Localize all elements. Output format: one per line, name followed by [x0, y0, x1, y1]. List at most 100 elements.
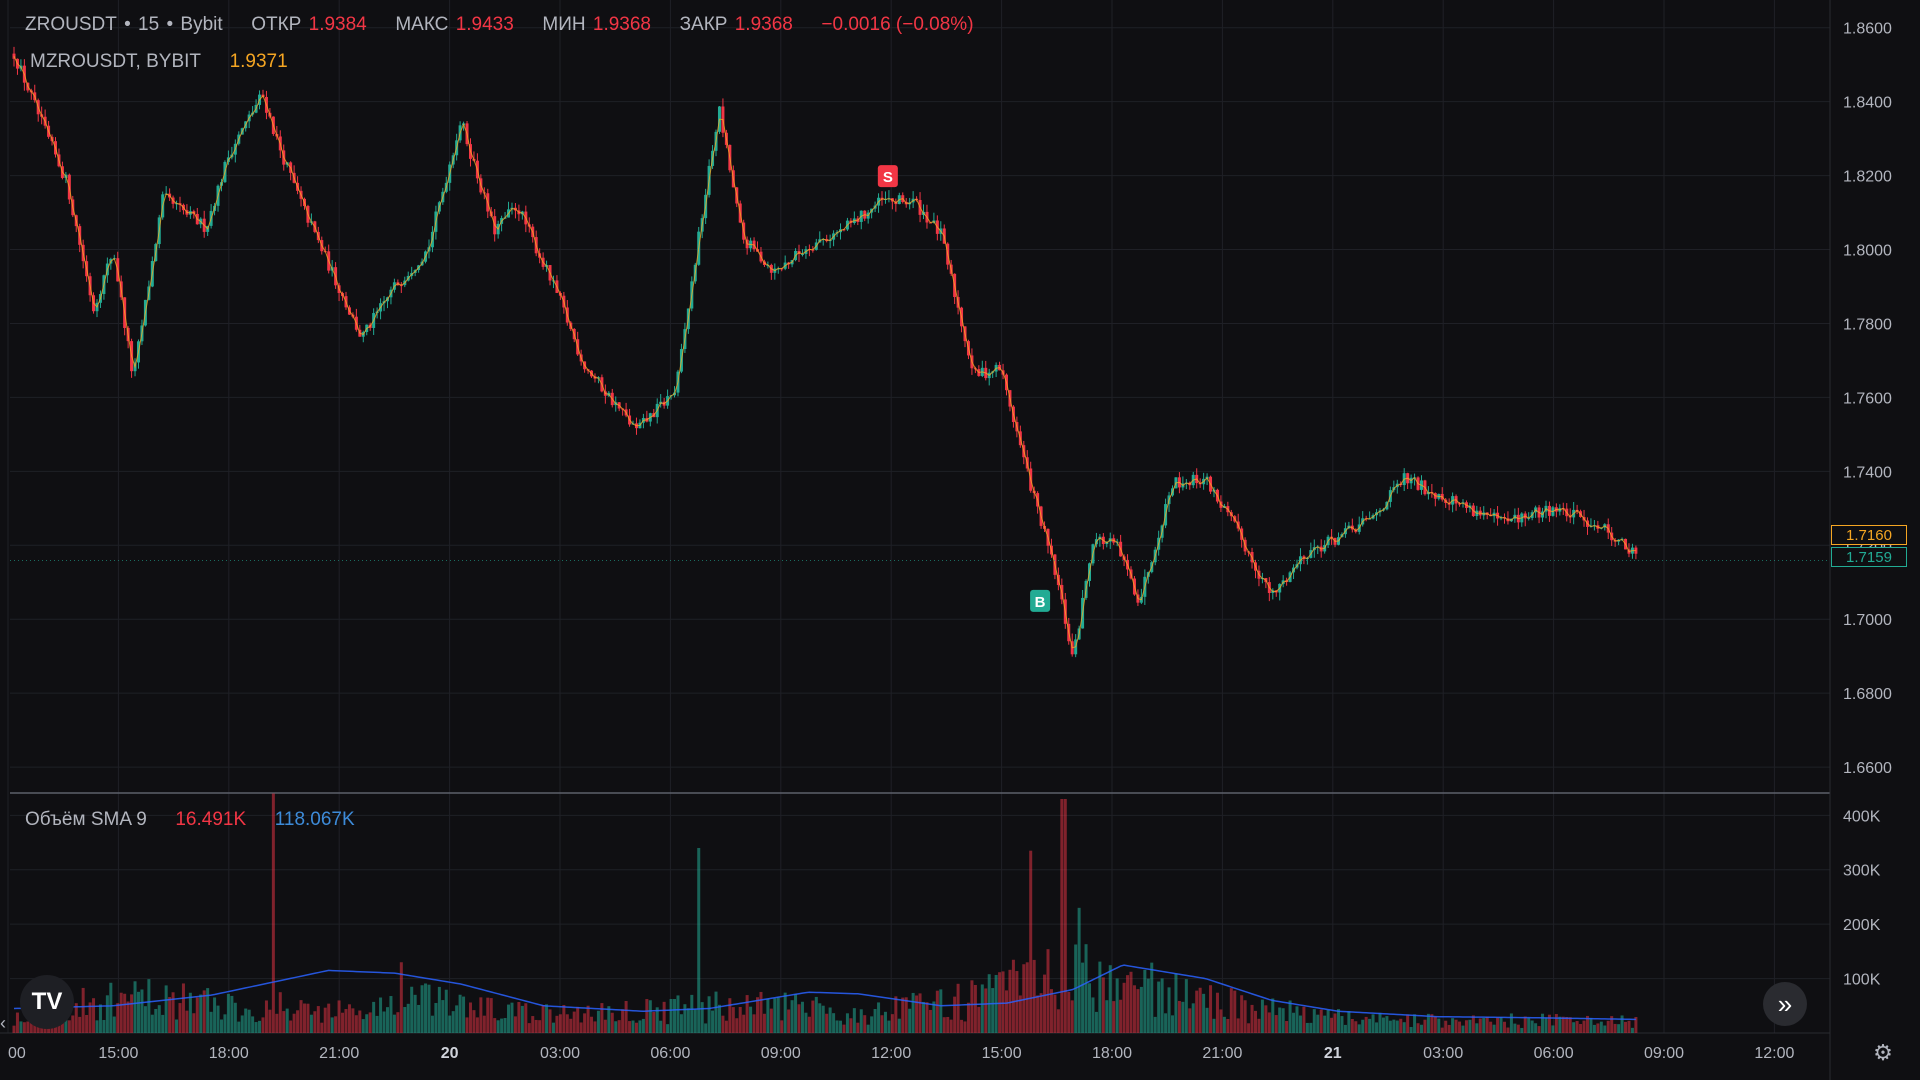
volume-bar: [880, 1015, 884, 1033]
sell-marker-label: S: [883, 169, 893, 186]
volume-bar: [1298, 1015, 1302, 1033]
volume-bar: [1184, 979, 1188, 1033]
volume-bar: [1146, 978, 1150, 1033]
volume-bar: [659, 1020, 663, 1033]
time-axis-label: 21: [1324, 1045, 1342, 1062]
volume-bar: [773, 998, 777, 1033]
volume-bar: [980, 984, 984, 1033]
volume-axis-label: 400K: [1843, 808, 1881, 825]
volume-bar: [458, 994, 462, 1033]
volume-bar: [1395, 1020, 1399, 1033]
volume-bar: [1347, 1011, 1351, 1033]
volume-bar: [434, 1003, 438, 1033]
time-axis-label: 18:00: [209, 1045, 249, 1062]
volume-bar: [679, 1014, 683, 1033]
volume-bar: [379, 997, 383, 1033]
price-axis-label: 1.8600: [1843, 21, 1892, 38]
volume-bar: [603, 1019, 607, 1033]
volume-bar: [541, 1005, 545, 1033]
volume-bar: [1309, 1022, 1313, 1033]
tradingview-logo-icon[interactable]: TV: [20, 975, 74, 1029]
volume-bar: [493, 1018, 497, 1033]
volume-bar: [1271, 998, 1275, 1033]
volume-bar: [1264, 1005, 1268, 1033]
volume-bar: [870, 1016, 874, 1033]
volume-legend: Объём SMA 9 16.491K 118.067K: [25, 809, 357, 831]
volume-bar: [1077, 907, 1081, 1033]
volume-bar: [717, 1004, 721, 1033]
volume-bar: [953, 996, 957, 1033]
volume-bar: [385, 1007, 389, 1033]
volume-bar: [911, 992, 915, 1033]
volume-bar: [1506, 1027, 1510, 1033]
volume-bar: [1036, 995, 1040, 1033]
gear-icon[interactable]: ⚙: [1873, 1040, 1893, 1065]
volume-bar: [1174, 973, 1178, 1033]
volume-bar: [109, 982, 113, 1033]
volume-bar: [1039, 993, 1043, 1033]
time-axis-label: 00: [8, 1045, 26, 1062]
volume-bar: [1150, 962, 1154, 1033]
volume-bar: [147, 979, 151, 1033]
volume-bar: [545, 1004, 549, 1033]
volume-bar: [181, 983, 185, 1033]
volume-bar: [1060, 799, 1064, 1033]
volume-bar: [1243, 1000, 1247, 1033]
volume-bar: [832, 1013, 836, 1033]
volume-bar: [908, 1008, 912, 1033]
volume-bar: [112, 1016, 116, 1033]
volume-bar: [1475, 1023, 1479, 1033]
volume-bar: [133, 981, 137, 1033]
volume-bar: [309, 1014, 313, 1033]
volume-bar: [1222, 1016, 1226, 1033]
legend-close-value: 1.9368: [734, 14, 793, 35]
volume-bar: [451, 1011, 455, 1033]
legend-low-value: 1.9368: [592, 14, 651, 35]
volume-bar: [1267, 1012, 1271, 1033]
volume-bar: [500, 1018, 504, 1033]
volume-bar: [693, 1009, 697, 1033]
volume-bar: [1589, 1018, 1593, 1033]
volume-bar: [1585, 1015, 1589, 1033]
volume-bar: [579, 1022, 583, 1033]
volume-bar: [648, 1000, 652, 1033]
volume-bar: [759, 991, 763, 1033]
chevron-left-icon[interactable]: ‹: [0, 1013, 6, 1033]
legend-interval: 15: [138, 14, 160, 35]
volume-bar: [638, 1020, 642, 1033]
volume-bar: [1098, 961, 1102, 1033]
volume-bar: [1260, 999, 1264, 1033]
volume-bar: [292, 1013, 296, 1033]
volume-bar: [192, 1013, 196, 1033]
volume-bar: [164, 985, 168, 1033]
volume-bar: [1205, 1007, 1209, 1033]
volume-bar: [188, 992, 192, 1033]
volume-bar: [935, 990, 939, 1033]
volume-bar: [67, 1020, 71, 1033]
volume-bar: [538, 1020, 542, 1033]
volume-bar: [1447, 1024, 1451, 1033]
volume-bar: [1202, 993, 1206, 1033]
volume-bar: [1451, 1018, 1455, 1033]
volume-bar: [1419, 1024, 1423, 1033]
volume-bar: [756, 997, 760, 1033]
volume-bar: [655, 1007, 659, 1033]
scroll-to-realtime-button[interactable]: »: [1763, 982, 1807, 1026]
volume-bar: [1544, 1017, 1548, 1033]
volume-bar: [392, 1014, 396, 1033]
volume-bar: [1305, 1022, 1309, 1033]
time-axis-label: 15:00: [982, 1045, 1022, 1062]
volume-bar: [1253, 1010, 1257, 1033]
legend-high-label: МАКС: [395, 14, 449, 35]
volume-bar: [707, 996, 711, 1033]
volume-bar: [410, 986, 414, 1033]
volume-bar: [1402, 1022, 1406, 1033]
volume-bar: [797, 1004, 801, 1033]
volume-bar: [901, 997, 905, 1033]
volume-bar: [1485, 1016, 1489, 1033]
volume-bar: [271, 793, 275, 1033]
volume-bar: [341, 1012, 345, 1033]
legend-symbol: ZROUSDT: [25, 14, 117, 35]
price-axis-label: 1.7400: [1843, 464, 1892, 481]
